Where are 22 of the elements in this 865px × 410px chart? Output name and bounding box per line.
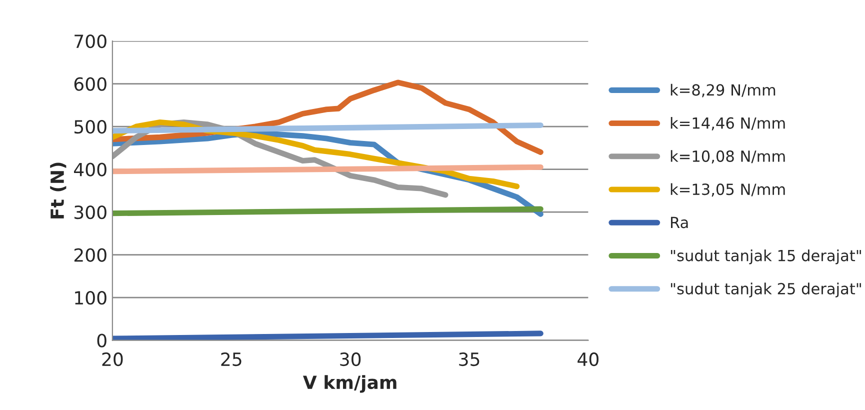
legend-label: "sudut tanjak 25 derajat" <box>670 282 861 298</box>
y-tick-label: 600 <box>74 77 106 91</box>
y-tick-label: 300 <box>74 205 106 220</box>
y-tick-label: 200 <box>74 248 106 262</box>
x-tick-label: 40 <box>578 352 598 366</box>
x-axis-title: V km/jam <box>302 375 396 393</box>
legend-label: "sudut tanjak 15 derajat" <box>670 249 861 264</box>
x-tick-label: 35 <box>459 352 480 366</box>
y-tick-label: 100 <box>75 291 106 305</box>
legend-label: k=14,46 N/mm <box>670 117 785 130</box>
legend-label: k=13,05 N/mm <box>670 183 785 197</box>
x-tick-label: 25 <box>221 352 242 366</box>
y-tick-label: 0 <box>97 334 106 348</box>
x-tick-label: 30 <box>340 352 361 366</box>
legend-label: k=10,08 N/mm <box>670 150 785 164</box>
legend-label: k=8,29 N/mm <box>670 84 776 98</box>
y-tick-label: 700 <box>74 34 106 48</box>
y-tick-label: 500 <box>74 120 106 134</box>
legend-label: Ra <box>671 216 688 228</box>
y-tick-label: 400 <box>74 162 106 176</box>
y-axis-title: Ft (N) <box>50 162 66 218</box>
x-tick-label: 20 <box>102 352 123 366</box>
